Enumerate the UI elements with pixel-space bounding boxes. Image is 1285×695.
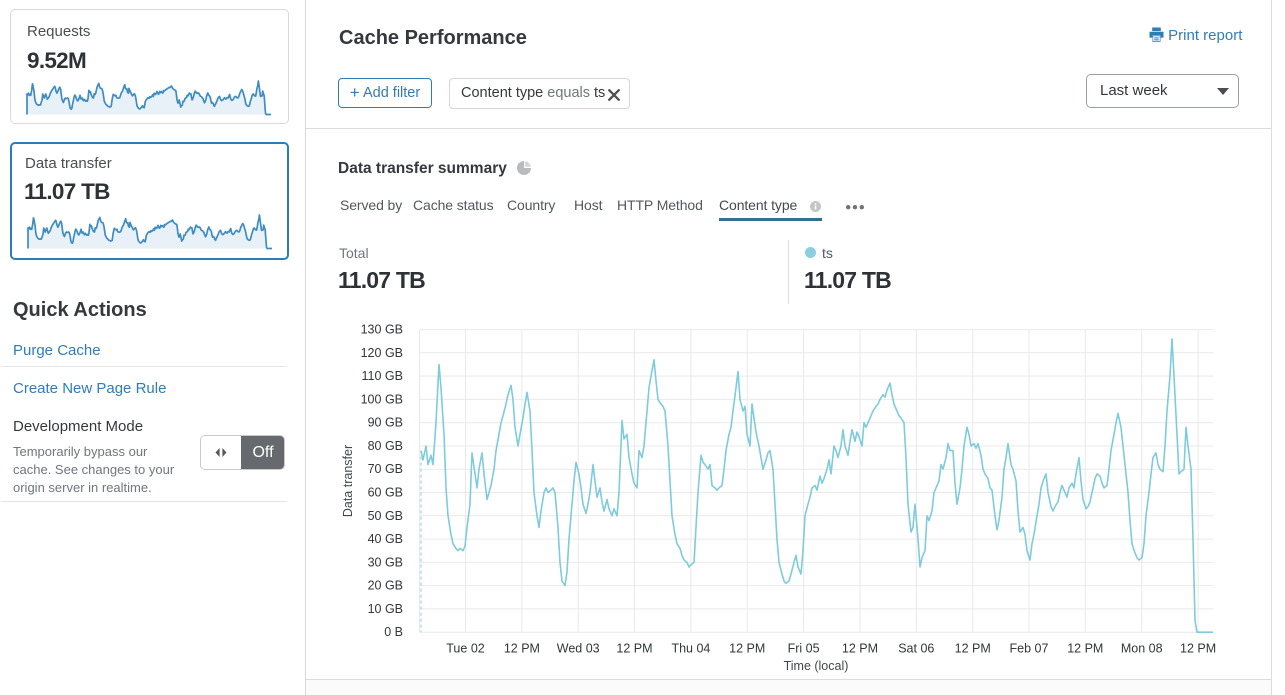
svg-text:130 GB: 130 GB: [361, 323, 403, 337]
svg-text:20 GB: 20 GB: [368, 579, 403, 593]
svg-text:Feb 07: Feb 07: [1010, 642, 1049, 656]
svg-text:70 GB: 70 GB: [368, 462, 403, 476]
svg-text:100 GB: 100 GB: [361, 392, 403, 406]
svg-text:Wed 03: Wed 03: [557, 642, 600, 656]
svg-text:12 PM: 12 PM: [616, 642, 652, 656]
svg-text:110 GB: 110 GB: [362, 369, 403, 383]
svg-text:12 PM: 12 PM: [729, 642, 765, 656]
svg-text:0 B: 0 B: [384, 625, 403, 639]
svg-text:Data transfer: Data transfer: [341, 445, 355, 517]
svg-text:12 PM: 12 PM: [1067, 642, 1103, 656]
svg-text:50 GB: 50 GB: [368, 509, 403, 523]
svg-text:Tue 02: Tue 02: [446, 642, 485, 656]
svg-text:120 GB: 120 GB: [361, 346, 403, 360]
svg-text:Time (local): Time (local): [784, 659, 849, 673]
svg-text:40 GB: 40 GB: [368, 532, 403, 546]
svg-text:12 PM: 12 PM: [504, 642, 540, 656]
svg-text:30 GB: 30 GB: [368, 555, 403, 569]
svg-text:Sat 06: Sat 06: [898, 642, 934, 656]
svg-text:90 GB: 90 GB: [368, 416, 403, 430]
svg-text:60 GB: 60 GB: [368, 486, 403, 500]
svg-text:10 GB: 10 GB: [368, 602, 403, 616]
svg-text:12 PM: 12 PM: [955, 642, 991, 656]
svg-text:Thu 04: Thu 04: [671, 642, 710, 656]
svg-text:Mon 08: Mon 08: [1121, 642, 1163, 656]
svg-text:80 GB: 80 GB: [368, 439, 403, 453]
svg-text:12 PM: 12 PM: [1180, 642, 1216, 656]
svg-text:12 PM: 12 PM: [842, 642, 878, 656]
svg-text:Fri 05: Fri 05: [788, 642, 820, 656]
